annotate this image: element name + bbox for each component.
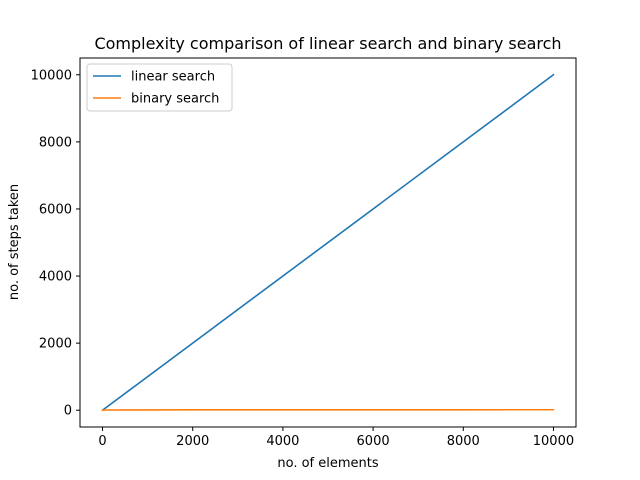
y-tick-label: 0 bbox=[64, 404, 72, 419]
x-tick-label: 6000 bbox=[357, 434, 390, 449]
y-tick-label: 8000 bbox=[39, 135, 72, 150]
plot-area bbox=[79, 57, 577, 428]
y-axis-ticks: 0 2000 4000 6000 8000 10000 bbox=[31, 68, 80, 419]
legend-box bbox=[86, 63, 233, 112]
legend-label: binary search bbox=[131, 92, 219, 107]
x-tick-label: 8000 bbox=[447, 434, 480, 449]
legend-items: linear search binary search bbox=[93, 70, 219, 107]
legend: linear search binary search bbox=[86, 63, 233, 112]
y-axis-label: no. of steps taken bbox=[7, 184, 22, 300]
x-tick-label: 0 bbox=[98, 434, 106, 449]
x-axis-label: no. of elements bbox=[277, 456, 378, 471]
legend-label: linear search bbox=[131, 70, 215, 85]
x-axis-ticks: 0 2000 4000 6000 8000 10000 bbox=[98, 427, 574, 449]
chart-title: Complexity comparison of linear search a… bbox=[94, 34, 561, 53]
y-tick-label: 10000 bbox=[31, 68, 72, 83]
series-layer bbox=[101, 73, 555, 412]
x-tick-label: 4000 bbox=[266, 434, 299, 449]
x-tick-label: 10000 bbox=[533, 434, 574, 449]
series-line-linear-search bbox=[101, 73, 555, 412]
y-tick-label: 6000 bbox=[39, 202, 72, 217]
y-tick-label: 2000 bbox=[39, 337, 72, 352]
y-tick-label: 4000 bbox=[39, 270, 72, 285]
axes-frame bbox=[79, 57, 577, 428]
x-tick-label: 2000 bbox=[176, 434, 209, 449]
